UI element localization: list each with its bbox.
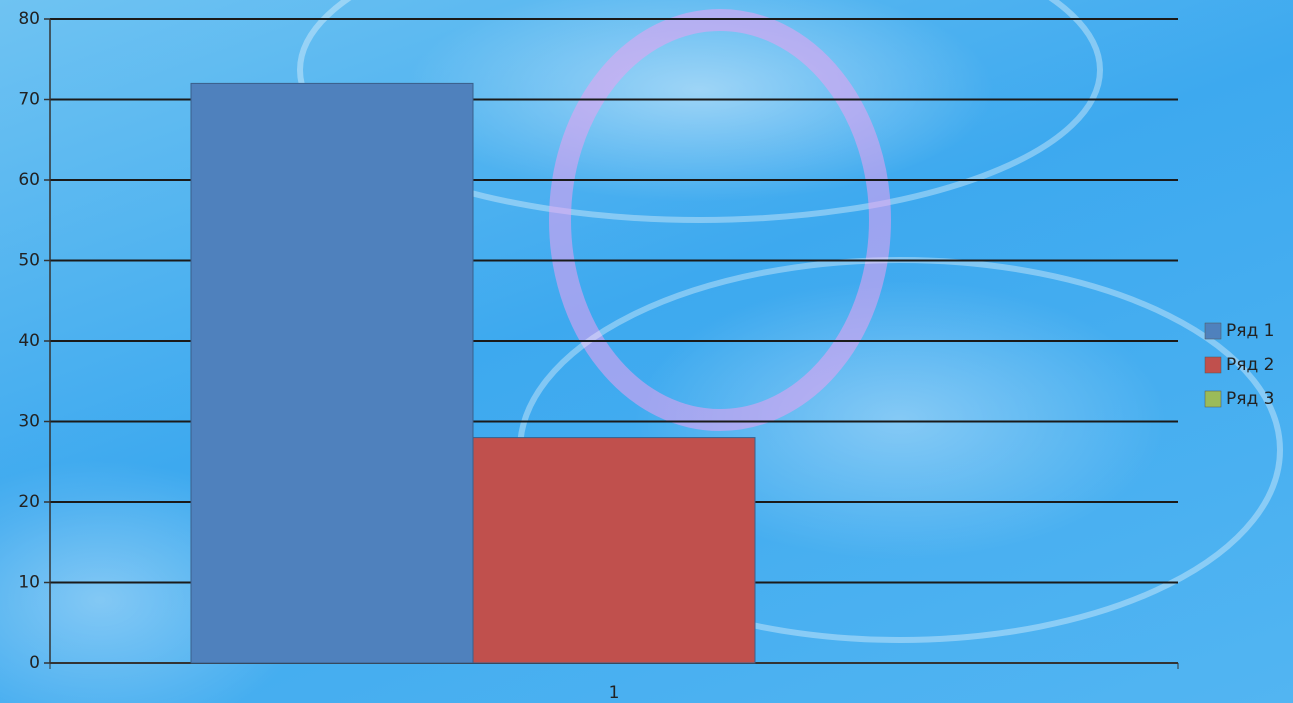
y-tick-label: 40 xyxy=(18,331,40,351)
y-tick-label: 80 xyxy=(18,9,40,29)
y-tick-label: 20 xyxy=(18,492,40,512)
y-tick-label: 50 xyxy=(18,251,40,271)
y-tick-label: 10 xyxy=(18,573,40,593)
y-tick-label: 70 xyxy=(18,90,40,110)
legend-label: Ряд 2 xyxy=(1226,355,1274,375)
legend-swatch xyxy=(1204,356,1222,374)
y-tick-label: 0 xyxy=(29,653,40,673)
legend-swatch xyxy=(1204,390,1222,408)
bar xyxy=(190,82,474,664)
decoration xyxy=(297,0,1103,223)
bar xyxy=(472,437,756,664)
legend-label: Ряд 3 xyxy=(1226,389,1274,409)
y-tick-label: 30 xyxy=(18,412,40,432)
legend-label: Ряд 1 xyxy=(1226,321,1274,341)
legend-swatch xyxy=(1204,322,1222,340)
x-tick-label: 1 xyxy=(609,683,620,703)
y-tick-label: 60 xyxy=(18,170,40,190)
